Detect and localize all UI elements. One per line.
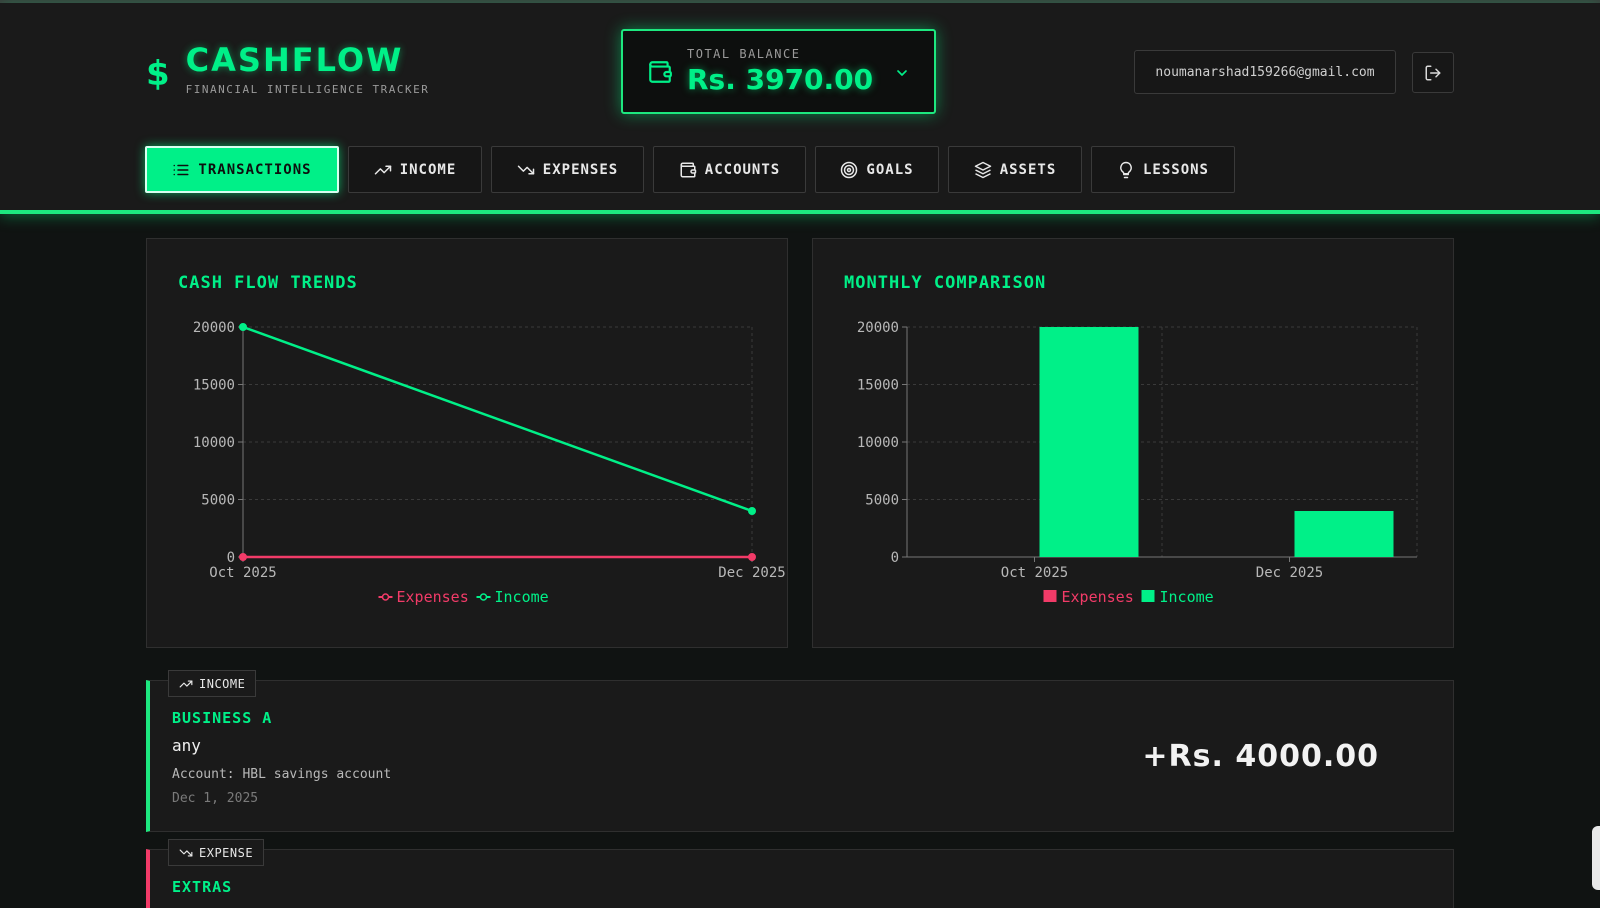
tab-label: LESSONS — [1142, 161, 1209, 178]
lightbulb-icon — [1120, 161, 1132, 178]
dollar-icon: $ — [146, 53, 170, 94]
bar-income — [1039, 327, 1139, 557]
y-tick-label: 10000 — [857, 435, 899, 451]
x-tick-label: Oct 2025 — [209, 565, 276, 581]
y-tick-label: 5000 — [865, 493, 899, 509]
tab-transactions[interactable]: TRANSACTIONS — [145, 146, 339, 193]
data-point — [748, 553, 756, 561]
x-tick-label: Dec 2025 — [1256, 565, 1323, 581]
side-panel-handle[interactable] — [1592, 826, 1600, 890]
chart-title: MONTHLY COMPARISON — [844, 273, 1047, 293]
wallet-icon — [680, 162, 697, 177]
legend-marker — [381, 593, 390, 601]
legend-label: Expenses — [397, 588, 469, 606]
trending-up-icon — [179, 680, 193, 687]
monthly-comparison-bar-chart: 0 5000 10000 15000 20000 Oct 2025 Dec 2025 Expe… — [857, 320, 1418, 606]
y-tick-label: 5000 — [201, 493, 235, 509]
trending-down-icon — [179, 849, 193, 856]
series-line-income — [242, 325, 753, 513]
data-point — [239, 553, 247, 561]
layers-icon — [974, 161, 991, 178]
y-tick-label: 10000 — [193, 435, 235, 451]
monthly-comparison-card: MONTHLY COMPARISON 0 5000 10000 15000 20000 O… — [812, 238, 1454, 648]
list-icon — [173, 164, 189, 175]
transaction-date: Dec 1, 2025 — [172, 791, 259, 806]
legend-swatch — [1043, 590, 1057, 602]
app-header: $ CASHFLOW FINANCIAL INTELLIGENCE TRACKE… — [0, 3, 1600, 214]
logout-button[interactable] — [1412, 52, 1454, 93]
badge-label: EXPENSE — [199, 845, 254, 860]
tab-label: EXPENSES — [542, 161, 619, 178]
tab-label: GOALS — [866, 161, 914, 178]
legend-marker — [479, 593, 488, 601]
trending-down-icon — [517, 165, 535, 174]
balance-label: TOTAL BALANCE — [687, 47, 801, 61]
transaction-category: BUSINESS A — [172, 709, 273, 727]
transaction-card[interactable]: INCOME BUSINESS A any Account: HBL savin… — [146, 670, 1454, 832]
badge-label: INCOME — [199, 676, 246, 691]
x-tick-label: Dec 2025 — [718, 565, 785, 581]
cash-flow-line-chart: 0 5000 10000 15000 20000 Oct 2025 Dec 2025 Expe… — [193, 320, 786, 606]
legend-swatch — [1141, 590, 1155, 602]
y-tick-label: 0 — [891, 550, 899, 566]
cash-flow-trends-card: CASH FLOW TRENDS 0 5000 10000 15000 20000 Oct… — [146, 238, 788, 648]
tab-goals[interactable]: GOALS — [815, 146, 939, 193]
transaction-type-badge: EXPENSE — [168, 839, 265, 866]
balance-value: Rs. 3970.00 — [687, 63, 874, 96]
logout-icon — [1425, 65, 1441, 80]
wallet-icon — [649, 60, 672, 83]
chart-title: CASH FLOW TRENDS — [178, 273, 358, 293]
brand-title: CASHFLOW — [185, 41, 404, 79]
tab-expenses[interactable]: EXPENSES — [491, 146, 644, 193]
target-icon — [841, 161, 858, 178]
tab-label: INCOME — [399, 161, 457, 178]
window-top-edge — [0, 0, 1600, 3]
legend-label: Income — [495, 588, 549, 606]
tab-income[interactable]: INCOME — [348, 146, 482, 193]
data-point — [239, 323, 247, 331]
data-point — [748, 507, 756, 515]
tab-assets[interactable]: ASSETS — [948, 146, 1082, 193]
tab-lessons[interactable]: LESSONS — [1091, 146, 1235, 193]
chevron-down-icon — [897, 70, 907, 76]
tab-label: ASSETS — [999, 161, 1057, 178]
legend-label: Income — [1160, 588, 1214, 606]
y-tick-label: 20000 — [857, 320, 899, 336]
legend-label: Expenses — [1062, 588, 1134, 606]
transaction-card[interactable]: EXPENSE EXTRAS — [146, 839, 1454, 908]
trending-up-icon — [374, 165, 391, 174]
tab-label: TRANSACTIONS — [198, 161, 312, 178]
tab-label: ACCOUNTS — [704, 161, 781, 178]
bar-income — [1294, 511, 1394, 557]
tab-accounts[interactable]: ACCOUNTS — [653, 146, 806, 193]
transaction-account: Account: HBL savings account — [172, 767, 392, 782]
x-tick-label: Oct 2025 — [1001, 565, 1068, 581]
transaction-type-badge: INCOME — [168, 670, 257, 697]
y-tick-label: 15000 — [857, 378, 899, 394]
y-tick-label: 20000 — [193, 320, 235, 336]
brand-subtitle: FINANCIAL INTELLIGENCE TRACKER — [185, 83, 430, 96]
y-tick-label: 0 — [227, 550, 235, 566]
main-tabs: TRANSACTIONS INCOME EXPENSES ACCOUNTS GO… — [145, 146, 1244, 193]
brand[interactable]: $ CASHFLOW FINANCIAL INTELLIGENCE TRACKE… — [146, 41, 429, 96]
y-tick-label: 15000 — [193, 378, 235, 394]
total-balance-dropdown[interactable]: TOTAL BALANCE Rs. 3970.00 — [621, 29, 936, 114]
transaction-amount: +Rs. 4000.00 — [1142, 739, 1379, 774]
transaction-category: EXTRAS — [172, 878, 233, 896]
user-email: noumanarshad159266@gmail.com — [1134, 50, 1396, 94]
transaction-description: any — [172, 736, 201, 755]
